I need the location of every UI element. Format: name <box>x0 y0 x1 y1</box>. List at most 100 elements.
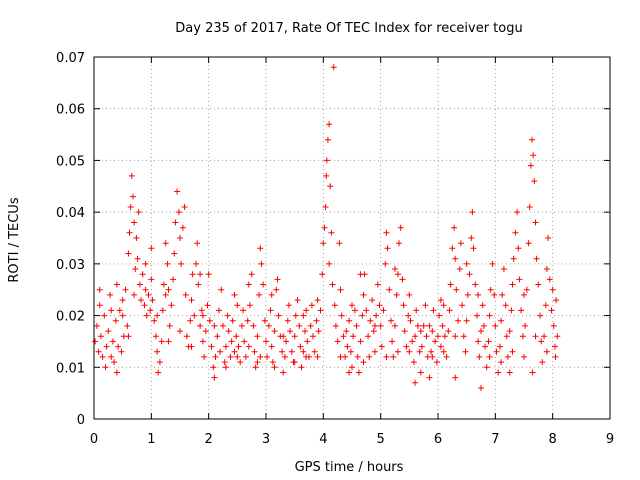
data-point <box>233 333 240 340</box>
data-point <box>340 333 347 340</box>
data-point <box>95 348 102 355</box>
data-point <box>492 322 499 329</box>
data-point <box>164 260 171 267</box>
data-point <box>292 312 299 319</box>
data-point <box>93 322 100 329</box>
data-point <box>130 193 136 200</box>
data-point <box>131 219 138 226</box>
data-point <box>151 317 158 324</box>
data-point <box>323 157 330 164</box>
data-point <box>504 353 511 360</box>
data-point <box>436 312 443 319</box>
data-point <box>483 364 490 371</box>
data-point <box>508 307 515 314</box>
data-point <box>159 307 166 314</box>
y-tick-label: 0.05 <box>56 154 85 169</box>
data-point <box>326 260 333 267</box>
data-point <box>155 369 162 376</box>
data-point <box>287 328 294 335</box>
data-point <box>437 343 444 350</box>
gridlines <box>94 57 610 419</box>
data-point <box>500 266 507 272</box>
data-point <box>545 235 552 241</box>
data-point <box>357 271 364 278</box>
data-point <box>476 353 483 360</box>
x-tick-label: 6 <box>434 432 442 447</box>
data-point <box>300 312 307 319</box>
data-point <box>175 209 182 216</box>
data-point <box>319 271 326 278</box>
data-point <box>212 353 219 360</box>
data-point <box>437 297 444 304</box>
data-point <box>307 322 314 329</box>
data-point <box>238 322 245 329</box>
data-point <box>432 338 439 345</box>
data-point <box>96 302 103 309</box>
data-point <box>376 302 383 309</box>
data-point <box>329 281 336 288</box>
data-point <box>234 353 241 360</box>
data-point <box>350 333 357 340</box>
data-point <box>491 291 498 298</box>
data-point <box>149 297 156 304</box>
data-point <box>360 359 367 366</box>
data-point <box>453 286 460 293</box>
data-point <box>533 255 540 262</box>
data-point <box>320 240 327 247</box>
y-tick-labels: 0 0.01 0.02 0.03 0.04 0.05 0.06 0.07 <box>56 51 85 428</box>
data-point <box>495 369 502 376</box>
data-point <box>197 322 204 329</box>
data-point <box>552 353 559 360</box>
data-point <box>338 312 345 319</box>
data-point <box>493 348 500 355</box>
data-point <box>111 359 118 366</box>
data-point <box>541 333 548 340</box>
data-point <box>206 317 213 324</box>
data-point <box>199 338 206 345</box>
data-point <box>291 333 298 340</box>
data-point <box>148 245 155 252</box>
data-point <box>332 322 339 329</box>
data-point <box>216 307 222 314</box>
data-point <box>366 353 373 360</box>
data-point <box>422 302 429 309</box>
data-point <box>440 302 447 309</box>
data-point <box>377 322 384 329</box>
data-point <box>417 369 424 376</box>
data-point <box>303 307 310 314</box>
data-point <box>112 317 119 324</box>
data-point <box>543 266 550 272</box>
data-point <box>326 121 333 128</box>
data-point <box>165 338 172 345</box>
data-point <box>234 302 241 309</box>
data-point <box>397 224 404 231</box>
x-tick-label: 3 <box>262 432 270 447</box>
data-point <box>145 291 152 298</box>
data-point <box>416 348 423 355</box>
data-point <box>162 291 169 298</box>
data-point <box>532 333 539 340</box>
data-point <box>459 302 466 309</box>
data-point <box>539 359 546 366</box>
data-point <box>446 307 453 314</box>
data-point <box>165 286 172 293</box>
data-point <box>509 348 516 355</box>
data-point <box>128 172 135 179</box>
data-point <box>264 353 271 360</box>
data-point <box>228 338 235 345</box>
data-point <box>531 178 538 185</box>
data-point <box>389 338 396 345</box>
data-point <box>440 348 447 355</box>
data-point <box>439 322 446 329</box>
data-point <box>258 260 265 267</box>
data-point <box>268 343 275 350</box>
data-point <box>193 260 200 267</box>
data-point <box>373 312 380 319</box>
data-point <box>535 281 542 288</box>
data-point <box>498 359 505 366</box>
data-point <box>512 229 519 236</box>
data-point <box>291 359 298 366</box>
data-point <box>538 338 545 345</box>
data-point <box>126 229 133 236</box>
data-point <box>406 291 413 298</box>
